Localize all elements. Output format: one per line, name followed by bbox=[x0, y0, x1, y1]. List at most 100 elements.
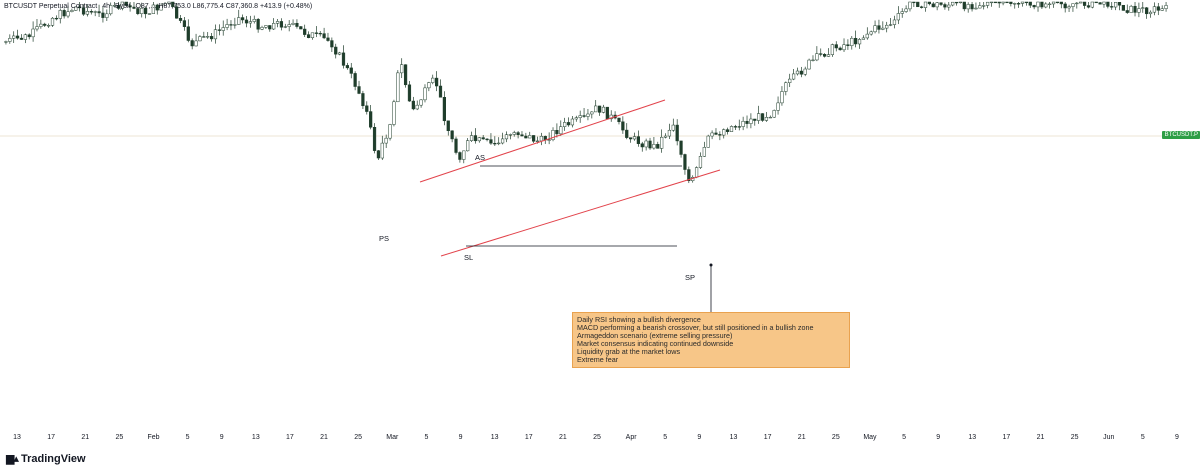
candle-body bbox=[970, 4, 974, 10]
candle-body bbox=[920, 6, 924, 8]
candle-body bbox=[178, 18, 183, 21]
candle-body bbox=[683, 154, 687, 170]
candle-body bbox=[916, 1, 920, 8]
candle-body bbox=[427, 82, 431, 89]
candle-body bbox=[225, 24, 229, 28]
candle-body bbox=[39, 23, 43, 27]
candle-body bbox=[314, 32, 318, 34]
candle-body bbox=[303, 28, 307, 35]
candle-body bbox=[815, 53, 819, 61]
candle-body bbox=[58, 10, 62, 19]
candle-body bbox=[675, 124, 679, 142]
time-axis-tick: 17 bbox=[764, 434, 772, 441]
candle-body bbox=[31, 28, 35, 38]
candle-body bbox=[1048, 3, 1052, 5]
time-axis-tick: 13 bbox=[13, 434, 21, 441]
candle-body bbox=[726, 129, 730, 132]
candle-body bbox=[749, 118, 753, 124]
candle-body bbox=[966, 4, 970, 10]
candle-body bbox=[632, 136, 637, 140]
candle-body bbox=[737, 126, 741, 128]
note-line: Armageddon scenario (extreme selling pre… bbox=[577, 330, 733, 340]
candle-body bbox=[101, 12, 105, 18]
candle-body bbox=[272, 23, 276, 30]
time-axis-tick: May bbox=[863, 434, 877, 441]
candle-body bbox=[997, 1, 1001, 4]
candle-body bbox=[795, 70, 800, 75]
candle-body bbox=[128, 5, 132, 8]
candle-body bbox=[497, 142, 501, 145]
candle-body bbox=[1020, 1, 1025, 4]
label-sl: SL bbox=[464, 253, 473, 262]
candle-body bbox=[753, 118, 757, 121]
candle-body bbox=[1036, 1, 1040, 8]
candle-body bbox=[217, 29, 221, 31]
candle-body bbox=[1071, 3, 1075, 7]
candle-body bbox=[85, 11, 90, 15]
candle-body bbox=[780, 91, 784, 104]
candle-body bbox=[1114, 2, 1118, 8]
candle-body bbox=[974, 7, 978, 10]
candle-body bbox=[1141, 7, 1145, 9]
candle-body bbox=[954, 1, 959, 4]
candle-body bbox=[151, 4, 155, 14]
candle-body bbox=[869, 31, 873, 35]
candle-body bbox=[454, 138, 458, 153]
candle-body bbox=[768, 116, 772, 119]
price-axis-tag: BTCUSDT.P bbox=[1161, 131, 1200, 139]
candle-body bbox=[264, 25, 268, 28]
candle-body bbox=[605, 106, 609, 120]
candle-body bbox=[784, 82, 788, 92]
channel-lower-line[interactable] bbox=[440, 169, 721, 257]
candle-body bbox=[407, 84, 412, 102]
annotation-note[interactable]: Daily RSI showing a bullish divergence M… bbox=[572, 312, 850, 368]
candle-body bbox=[124, 1, 128, 6]
candle-body bbox=[291, 22, 295, 25]
candle-body bbox=[648, 140, 652, 149]
time-axis-tick: 25 bbox=[354, 434, 362, 441]
time-axis-tick: 9 bbox=[1175, 434, 1179, 441]
time-axis-tick: 17 bbox=[1003, 434, 1011, 441]
candle-body bbox=[586, 113, 590, 117]
candle-body bbox=[431, 77, 435, 83]
time-axis-tick: 21 bbox=[798, 434, 806, 441]
candle-body bbox=[1009, 1, 1013, 4]
candle-body bbox=[388, 124, 392, 139]
candle-body bbox=[256, 19, 260, 30]
candle-body bbox=[850, 37, 854, 46]
candle-body bbox=[854, 37, 858, 45]
candle-body bbox=[1102, 1, 1106, 5]
candle-body bbox=[19, 37, 24, 40]
candle-body bbox=[155, 4, 159, 11]
time-axis-tick: 21 bbox=[320, 434, 328, 441]
candle-body bbox=[361, 93, 365, 107]
candle-body bbox=[1075, 2, 1079, 5]
candle-body bbox=[1160, 8, 1164, 11]
candle-body bbox=[275, 21, 280, 24]
candle-body bbox=[186, 26, 190, 41]
candle-body bbox=[504, 134, 509, 140]
time-axis-tick: Apr bbox=[626, 434, 638, 441]
candle-body bbox=[35, 26, 39, 30]
candle-body bbox=[175, 6, 179, 19]
candle-body bbox=[310, 32, 315, 38]
candle-body bbox=[819, 53, 823, 55]
candle-body bbox=[1024, 1, 1028, 4]
timeframe-label[interactable]: 4h bbox=[102, 3, 110, 10]
candle-body bbox=[163, 3, 167, 6]
candle-body bbox=[268, 25, 272, 30]
time-axis-tick: 25 bbox=[593, 434, 601, 441]
time-axis-tick: 13 bbox=[730, 434, 738, 441]
candle-body bbox=[62, 10, 66, 17]
time-axis[interactable]: 13 17 21 25 Feb 5 9 13 17 21 25 Mar 5 9 13 17 21 25 Apr 5 9 1… bbox=[13, 434, 1179, 441]
candle-body bbox=[171, 1, 175, 7]
time-axis-tick: 13 bbox=[252, 434, 260, 441]
channel-upper-line[interactable] bbox=[419, 99, 666, 183]
candle-body bbox=[493, 142, 497, 145]
candle-body bbox=[376, 150, 381, 159]
candle-body bbox=[70, 10, 74, 12]
time-axis-tick: 5 bbox=[902, 434, 906, 441]
time-axis-tick: 5 bbox=[663, 434, 667, 441]
candle-body bbox=[1094, 1, 1098, 4]
